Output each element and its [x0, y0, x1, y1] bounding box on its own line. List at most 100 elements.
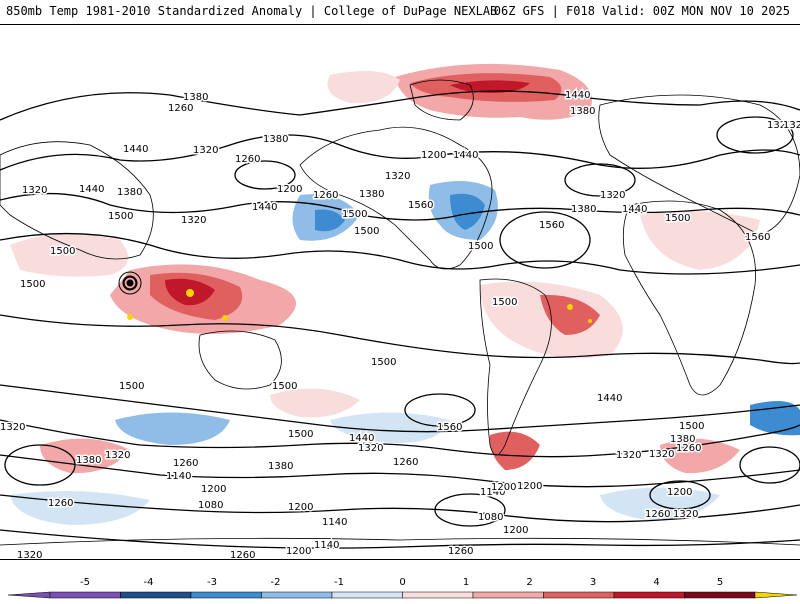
contour-label: 1320: [0, 422, 25, 433]
contour-label: 1500: [119, 381, 144, 392]
contour-label: 1320: [358, 443, 383, 454]
contour-label: 1260: [448, 546, 473, 557]
contour-label: 1320: [616, 450, 641, 461]
colorbar-tick-label: 1: [463, 577, 469, 588]
contour-label: 1200: [503, 525, 528, 536]
contour-label: 1500: [272, 381, 297, 392]
colorbar-segment: [190, 591, 262, 599]
colorbar-segment: [472, 591, 544, 599]
contour-label: 1140: [314, 540, 339, 551]
contour-label: 1500: [354, 226, 379, 237]
contour-label: 1140: [322, 517, 347, 528]
colorbar-tick-label: -1: [334, 577, 344, 588]
contour-label: 1440: [79, 184, 104, 195]
contour-label: 1440: [349, 433, 374, 444]
contour-label: 1320: [22, 185, 47, 196]
contour-label: 1320: [193, 145, 218, 156]
colorbar-tick-label: 0: [399, 577, 405, 588]
colorbar-segment: [402, 591, 474, 599]
contour-label: 1440: [597, 393, 622, 404]
antarctica-outline: [0, 537, 800, 546]
colorbar-segment: [684, 591, 756, 599]
contour-label: 1380: [183, 92, 208, 103]
contour-label: 1500: [342, 209, 367, 220]
greenland-outline: [409, 79, 474, 121]
contour-labels: 1380 1260 1440 1320 1380 1320 1260 1200 …: [0, 89, 800, 560]
contour-label: 1140: [480, 487, 505, 498]
contour-label: 1380: [670, 434, 695, 445]
contour-label: 1200: [491, 482, 516, 493]
contour-label: 1200: [421, 150, 446, 161]
contour-label: 1500: [50, 246, 75, 257]
colorbar-tick-label: 3: [590, 577, 596, 588]
colorbar-segment: [261, 591, 333, 599]
contour-label: 1560: [745, 232, 770, 243]
colorbar-max-arrow: [754, 591, 798, 599]
contour-label: 1260: [313, 190, 338, 201]
eurasia-outline: [598, 94, 800, 236]
colorbar-tick-label: 2: [526, 577, 532, 588]
south-america-outline: [479, 278, 552, 456]
model-run-info: 06Z GFS | F018 Valid: 00Z MON NOV 10 202…: [493, 4, 790, 18]
contour-label: 1380: [359, 189, 384, 200]
contour-label: 1260: [173, 458, 198, 469]
contour-label: 1320: [181, 215, 206, 226]
contour-label: 1260: [235, 154, 260, 165]
contour-label: 1500: [108, 211, 133, 222]
contour-label: 1200: [517, 481, 542, 492]
contour-label: 1500: [679, 421, 704, 432]
colorbar-segment: [613, 591, 685, 599]
contour-label: 1260: [168, 103, 193, 114]
colorbar-segment: [49, 591, 121, 599]
contour-label: 1380: [263, 134, 288, 145]
typhoon-marker: [118, 271, 142, 295]
contour-label: 1260: [230, 550, 255, 559]
contour-label: 1260: [645, 509, 670, 520]
contour-label: 1380: [268, 461, 293, 472]
colorbar-tick-label: -5: [80, 577, 90, 588]
contour-label: 1320: [649, 449, 674, 460]
contour-label: 1200: [667, 487, 692, 498]
contour-label: 1080: [478, 512, 503, 523]
contour-label: 1440: [123, 144, 148, 155]
colorbar-tick-label: -4: [144, 577, 154, 588]
colorbar-segment: [120, 591, 192, 599]
contour-label: 1200: [288, 502, 313, 513]
anomaly-colorbar: -5 -4 -3 -2 -1 0 1 2 3 4 5: [0, 558, 800, 600]
continent-outlines: [0, 79, 800, 546]
contour-label: 1500: [468, 241, 493, 252]
colorbar-min-arrow: [7, 591, 51, 599]
contour-label: 1320: [767, 120, 792, 131]
contour-label: 1200: [201, 484, 226, 495]
contour-label: 1380: [571, 204, 596, 215]
contour-label: 1140: [166, 471, 191, 482]
north-america-outline: [299, 126, 493, 270]
contour-label: 1440: [622, 204, 647, 215]
contour-label: 1200: [277, 184, 302, 195]
contour-label: 1260: [48, 498, 73, 509]
contour-label: 1260: [676, 443, 701, 454]
contour-label: 1320: [600, 190, 625, 201]
height-contours: [0, 90, 800, 549]
contour-label: 1440: [565, 90, 590, 101]
colorbar-tick-label: -3: [207, 577, 217, 588]
contour-label: 1320: [17, 550, 42, 559]
contour-label: 1380: [570, 106, 595, 117]
colorbar-segment: [331, 591, 403, 599]
australia-outline: [198, 330, 282, 390]
contour-label: 1380: [76, 455, 101, 466]
contour-label: 1260: [393, 457, 418, 468]
contour-label: 1320: [105, 450, 130, 461]
colorbar-tick-label: 5: [717, 577, 723, 588]
colorbar-tick-label: -2: [271, 577, 281, 588]
contour-label: 1320: [673, 509, 698, 520]
contour-label: 1500: [20, 279, 45, 290]
contour-label: 1440: [453, 150, 478, 161]
contour-label: 1560: [539, 220, 564, 231]
contour-label: 1380: [117, 187, 142, 198]
anomaly-map: 1380 1260 1440 1320 1380 1320 1260 1200 …: [0, 24, 800, 560]
contour-label: 1500: [492, 297, 517, 308]
contour-label: 1500: [665, 213, 690, 224]
contour-label: 1560: [437, 422, 462, 433]
contour-label: 1500: [288, 429, 313, 440]
